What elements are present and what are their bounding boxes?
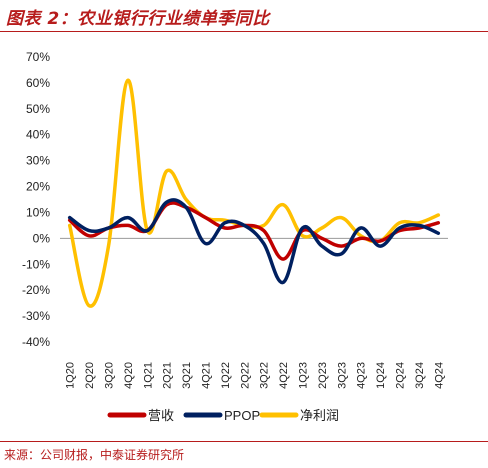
title-divider: [0, 31, 488, 32]
footer-divider: [0, 441, 488, 442]
x-tick-label: 4Q22: [278, 362, 290, 389]
y-tick-label: -40%: [22, 335, 50, 349]
series-lines: [67, 78, 441, 308]
x-axis-ticks: 1Q20 2Q20 3Q20 4Q20 1Q21 2Q21 3Q21 4Q21 1Q22 2Q22…: [65, 362, 446, 389]
x-tick-label: 2Q20: [84, 362, 96, 389]
y-tick-label: 50%: [26, 102, 50, 116]
y-tick-label: 40%: [26, 128, 50, 142]
x-tick-label: 3Q21: [181, 362, 193, 389]
x-tick-label: 1Q24: [375, 362, 387, 389]
line-chart: 70%60%50%40%30%20%10%0%-10%-20%-30%-40% …: [22, 50, 448, 423]
y-tick-label: -20%: [22, 283, 50, 297]
series-line-2: [67, 78, 441, 308]
x-tick-label: 3Q24: [414, 362, 426, 389]
y-tick-label: 0%: [33, 231, 51, 245]
x-tick-label: 2Q23: [317, 362, 329, 389]
x-tick-label: 4Q20: [123, 362, 135, 389]
legend-label: 营收: [148, 408, 174, 423]
legend-label: 净利润: [300, 408, 339, 423]
x-tick-label: 2Q21: [162, 362, 174, 389]
chart-title: 图表 2：农业银行行业绩单季同比: [6, 9, 270, 29]
x-tick-label: 4Q24: [433, 362, 445, 389]
y-axis-ticks: 70% 60% 50% 40% 30% 20% 10% 0% -10% -20% -30% -40%: [22, 50, 50, 349]
y-tick-label: -30%: [22, 309, 50, 323]
y-tick-label: 10%: [26, 205, 50, 219]
x-tick-label: 3Q23: [336, 362, 348, 389]
x-tick-label: 2Q22: [239, 362, 251, 389]
x-tick-label: 2Q24: [395, 362, 407, 389]
x-tick-label: 4Q21: [201, 362, 213, 389]
series-line-0: [67, 201, 441, 261]
y-tick-label: 70%: [26, 50, 50, 64]
source-note: 来源：公司财报，中泰证券研究所: [4, 448, 185, 462]
legend: 营收 PPOP 净利润: [107, 408, 339, 423]
x-tick-label: 4Q23: [356, 362, 368, 389]
y-tick-label: 20%: [26, 180, 50, 194]
x-tick-label: 3Q20: [104, 362, 116, 389]
x-tick-label: 1Q22: [220, 362, 232, 389]
x-tick-label: 1Q20: [65, 362, 77, 389]
series-line-1: [67, 198, 441, 285]
x-tick-label: 3Q22: [259, 362, 271, 389]
x-tick-label: 1Q23: [298, 362, 310, 389]
y-tick-label: 60%: [26, 76, 50, 90]
y-tick-label: -10%: [22, 257, 50, 271]
x-tick-label: 1Q21: [142, 362, 154, 389]
legend-label: PPOP: [224, 408, 260, 423]
y-tick-label: 30%: [26, 154, 50, 168]
chart-area: 70% 60% 50% 40% 30% 20% 10% 0% -10% -20% -30% -40% …: [0, 40, 488, 440]
